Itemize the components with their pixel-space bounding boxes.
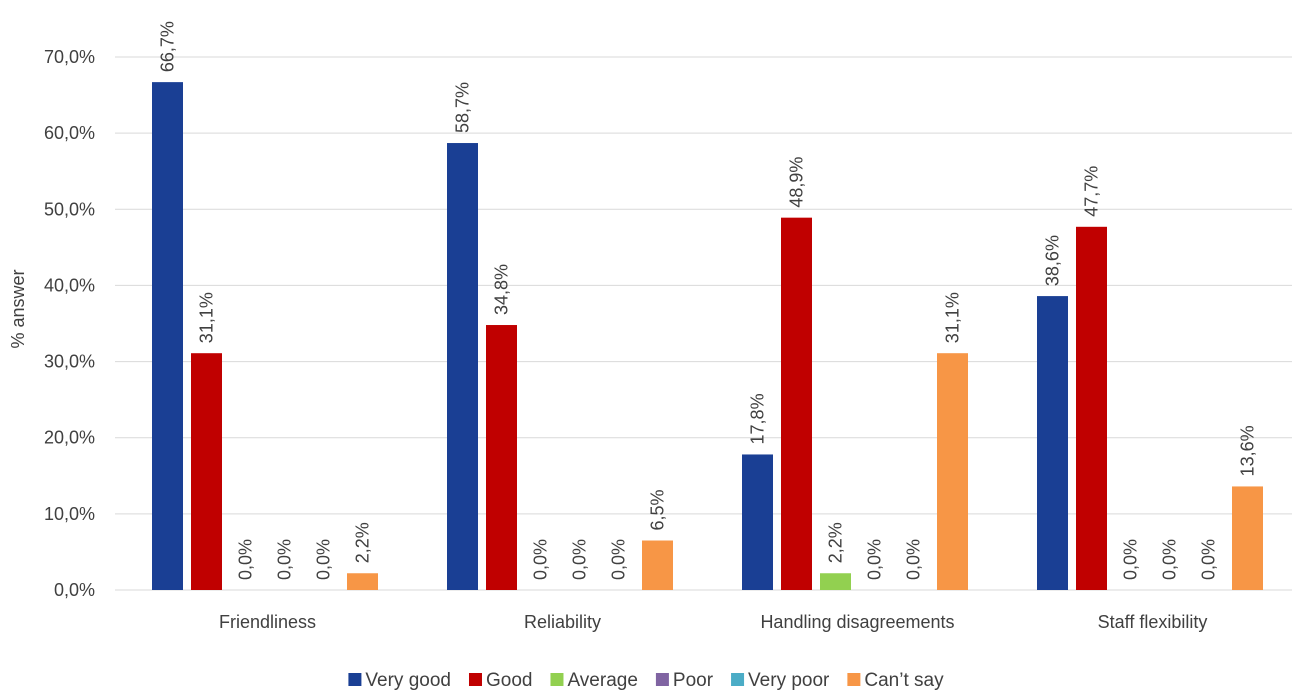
legend-label: Very good <box>365 670 451 691</box>
legend-item-very-poor: Very poor <box>731 670 830 691</box>
x-axis-ticks: Friendliness Reliability Handling disagree… <box>219 612 1207 632</box>
data-label: 13,6% <box>1238 425 1258 476</box>
legend-label: Average <box>567 670 637 691</box>
bar-can-t-say-handling-disagreements <box>937 353 968 590</box>
legend-item-very-good: Very good <box>348 670 451 691</box>
data-label: 2,2% <box>826 522 846 563</box>
legend-item-poor: Poor <box>655 670 714 691</box>
y-tick-label: 30,0% <box>44 352 95 372</box>
legend-item-average: Average <box>550 670 638 691</box>
x-tick-label: Friendliness <box>219 612 316 632</box>
data-label: 0,0% <box>865 539 885 580</box>
legend-item-good: Good <box>468 670 532 691</box>
bar-very-good-handling-disagreements <box>742 454 773 590</box>
data-label: 0,0% <box>1121 539 1141 580</box>
bar-good-friendliness <box>191 353 222 590</box>
data-label: 58,7% <box>453 82 473 133</box>
bar-good-reliability <box>486 325 517 590</box>
data-label: 38,6% <box>1043 235 1063 286</box>
x-tick-label: Staff flexibility <box>1098 612 1208 632</box>
y-tick-label: 70,0% <box>44 47 95 67</box>
legend-swatch <box>655 673 669 686</box>
x-tick-label: Reliability <box>524 612 601 632</box>
y-tick-label: 0,0% <box>54 580 95 600</box>
data-label: 66,7% <box>158 21 178 72</box>
legend-swatch <box>847 673 861 686</box>
bar-can-t-say-staff-flexibility <box>1232 486 1263 590</box>
bar-good-staff-flexibility <box>1076 226 1107 590</box>
y-tick-label: 20,0% <box>44 428 95 448</box>
bar-can-t-say-reliability <box>642 540 673 590</box>
y-axis-ticks: 0,0% 10,0% 20,0% 30,0% 40,0% 50,0% 60,0% 70,0% <box>44 47 95 600</box>
legend-label: Poor <box>673 670 714 691</box>
data-label: 0,0% <box>609 539 629 580</box>
data-label: 47,7% <box>1082 166 1102 217</box>
legend-label: Very poor <box>748 670 830 691</box>
legend: Very good Good Average Poor Very poor Can’t s… <box>348 670 944 691</box>
bar-good-handling-disagreements <box>781 217 812 590</box>
data-label: 0,0% <box>236 539 256 580</box>
data-label: 31,1% <box>197 292 217 343</box>
data-labels: 66,7% 31,1% 0,0% 0,0% 0,0% 2,2% 58,7% 34,8% 0,0%… <box>158 21 1258 580</box>
y-tick-label: 40,0% <box>44 275 95 295</box>
data-label: 0,0% <box>531 539 551 580</box>
data-label: 6,5% <box>648 489 668 530</box>
data-label: 31,1% <box>943 292 963 343</box>
bar-very-good-friendliness <box>152 82 183 591</box>
y-tick-label: 10,0% <box>44 504 95 524</box>
legend-swatch <box>550 673 564 686</box>
bar-can-t-say-friendliness <box>347 573 378 590</box>
data-label: 0,0% <box>314 539 334 580</box>
data-label: 0,0% <box>904 539 924 580</box>
y-tick-label: 50,0% <box>44 199 95 219</box>
bar-very-good-reliability <box>447 143 478 590</box>
data-label: 48,9% <box>787 157 807 208</box>
data-label: 0,0% <box>1199 539 1219 580</box>
bar-average-handling-disagreements <box>820 573 851 590</box>
gridlines <box>115 56 1292 591</box>
legend-label: Good <box>486 670 532 691</box>
legend-swatch <box>348 673 362 686</box>
legend-label: Can’t say <box>864 670 944 691</box>
y-axis-title: % answer <box>8 269 28 348</box>
legend-swatch <box>468 673 482 686</box>
x-tick-label: Handling disagreements <box>760 612 954 632</box>
legend-swatch <box>731 673 745 686</box>
data-label: 2,2% <box>353 522 373 563</box>
bar-very-good-staff-flexibility <box>1037 296 1068 590</box>
data-label: 0,0% <box>275 539 295 580</box>
data-label: 0,0% <box>570 539 590 580</box>
bars <box>152 82 1263 591</box>
legend-item-can-t-say: Can’t say <box>847 670 944 691</box>
data-label: 17,8% <box>748 393 768 444</box>
data-label: 34,8% <box>492 264 512 315</box>
y-tick-label: 60,0% <box>44 123 95 143</box>
data-label: 0,0% <box>1160 539 1180 580</box>
